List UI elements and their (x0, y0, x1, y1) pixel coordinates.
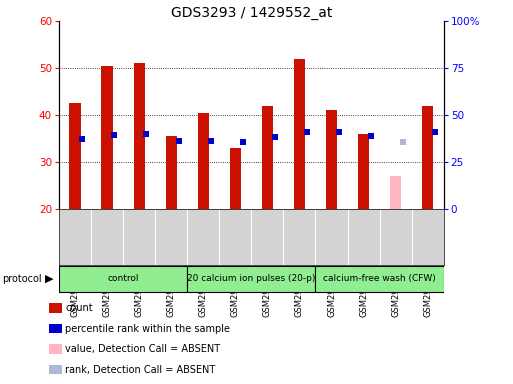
Bar (294, 59, 305, 209)
Text: calcium-free wash (CFW): calcium-free wash (CFW) (323, 274, 436, 283)
Bar (358, 134, 369, 209)
Text: protocol: protocol (3, 274, 42, 284)
Bar (133, 63, 145, 209)
Text: ▶: ▶ (45, 274, 54, 284)
Bar (59, 266, 187, 292)
Text: 20 calcium ion pulses (20-p): 20 calcium ion pulses (20-p) (187, 274, 315, 283)
Bar (262, 106, 273, 209)
Bar (198, 113, 209, 209)
Text: control: control (107, 274, 139, 283)
Bar (422, 106, 433, 209)
Bar (69, 103, 81, 209)
Text: rank, Detection Call = ABSENT: rank, Detection Call = ABSENT (65, 365, 215, 375)
Bar (187, 266, 315, 292)
Bar (102, 66, 113, 209)
Text: count: count (65, 303, 93, 313)
Text: percentile rank within the sample: percentile rank within the sample (65, 324, 230, 334)
Title: GDS3293 / 1429552_at: GDS3293 / 1429552_at (171, 6, 332, 20)
Bar (315, 266, 444, 292)
Bar (390, 176, 401, 209)
Bar (230, 148, 241, 209)
Bar (166, 136, 177, 209)
Text: value, Detection Call = ABSENT: value, Detection Call = ABSENT (65, 344, 220, 354)
Bar (326, 111, 337, 209)
